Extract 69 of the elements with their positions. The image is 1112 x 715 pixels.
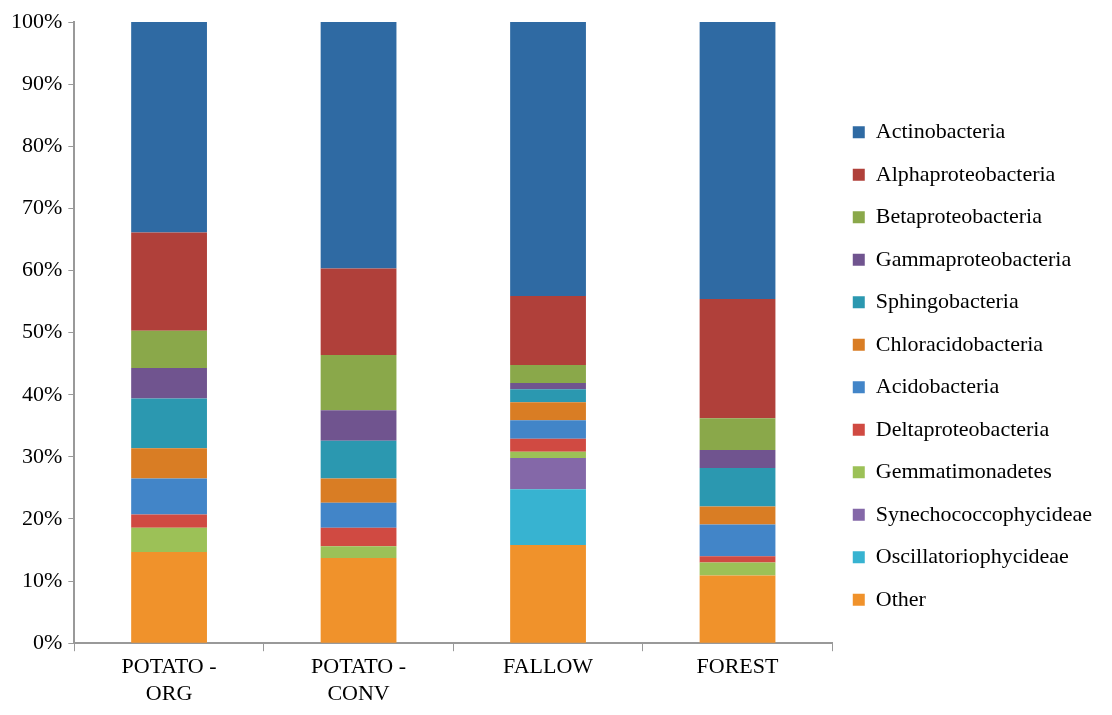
y-tick-label: 0% (33, 628, 63, 654)
x-tick-label: FALLOW (503, 653, 594, 679)
x-tick-label: POTATO - CONV (311, 653, 407, 705)
bar (510, 451, 586, 459)
legend-label: Actinobacteria (875, 118, 1006, 144)
bar (320, 527, 397, 547)
bar (510, 295, 586, 365)
legend-label: Gemmatimonadetes (875, 458, 1052, 484)
bar (320, 354, 397, 411)
bar (699, 575, 776, 643)
bar (320, 478, 397, 503)
bar (131, 514, 207, 528)
bar (699, 299, 776, 419)
bar (131, 527, 207, 552)
bar (699, 556, 776, 563)
legend-label: Sphingobacteria (875, 288, 1019, 314)
x-tick-label: FOREST (696, 653, 780, 679)
y-tick-label: 40% (22, 380, 63, 406)
bar (131, 551, 207, 643)
bar (320, 410, 397, 441)
bar (320, 268, 397, 355)
bar (510, 489, 586, 546)
bar (699, 468, 776, 507)
bar (131, 232, 207, 331)
bar (320, 502, 397, 528)
y-tick-label: 10% (22, 566, 63, 592)
bar (510, 364, 586, 383)
bar (699, 450, 776, 469)
legend-label: Deltaproteobacteria (875, 415, 1050, 441)
legend-label: Acidobacteria (875, 373, 1000, 399)
bar (510, 438, 586, 452)
legend-label: Chloracidobacteria (875, 330, 1044, 356)
bar (699, 418, 776, 451)
legend-label: Synechococcophycideae (875, 500, 1092, 526)
bar (320, 558, 397, 643)
y-tick-label: 70% (22, 194, 63, 220)
bar (510, 420, 586, 439)
legend-label: Oscillatoriophycideae (875, 543, 1069, 569)
bar (510, 458, 586, 490)
x-tick-label: POTATO - ORG (121, 653, 217, 705)
y-tick-label: 60% (22, 256, 63, 282)
y-tick-label: 30% (22, 442, 63, 468)
bar (699, 524, 776, 557)
bar (320, 440, 397, 479)
legend-label: Other (875, 585, 927, 611)
bar (510, 389, 586, 403)
bar (510, 22, 586, 296)
bar (131, 368, 207, 399)
bar (131, 398, 207, 449)
legend-label: Gammaproteobacteria (875, 245, 1072, 271)
y-tick-label: 80% (22, 132, 63, 158)
bar (699, 506, 776, 525)
bar (510, 382, 586, 390)
y-tick-label: 90% (22, 69, 63, 95)
bar (131, 478, 207, 515)
bar (510, 545, 586, 643)
bar (131, 448, 207, 479)
legend-label: Betaproteobacteria (875, 203, 1043, 229)
bar (320, 22, 397, 269)
bar (510, 402, 586, 421)
bar (320, 546, 397, 559)
y-tick-label: 20% (22, 504, 63, 530)
bar (131, 330, 207, 369)
legend-label: Alphaproteobacteria (875, 160, 1056, 186)
y-tick-label: 50% (22, 318, 63, 344)
bar (131, 22, 207, 233)
bar (699, 562, 776, 576)
y-tick-label: 100% (11, 7, 63, 33)
bar (699, 22, 776, 300)
